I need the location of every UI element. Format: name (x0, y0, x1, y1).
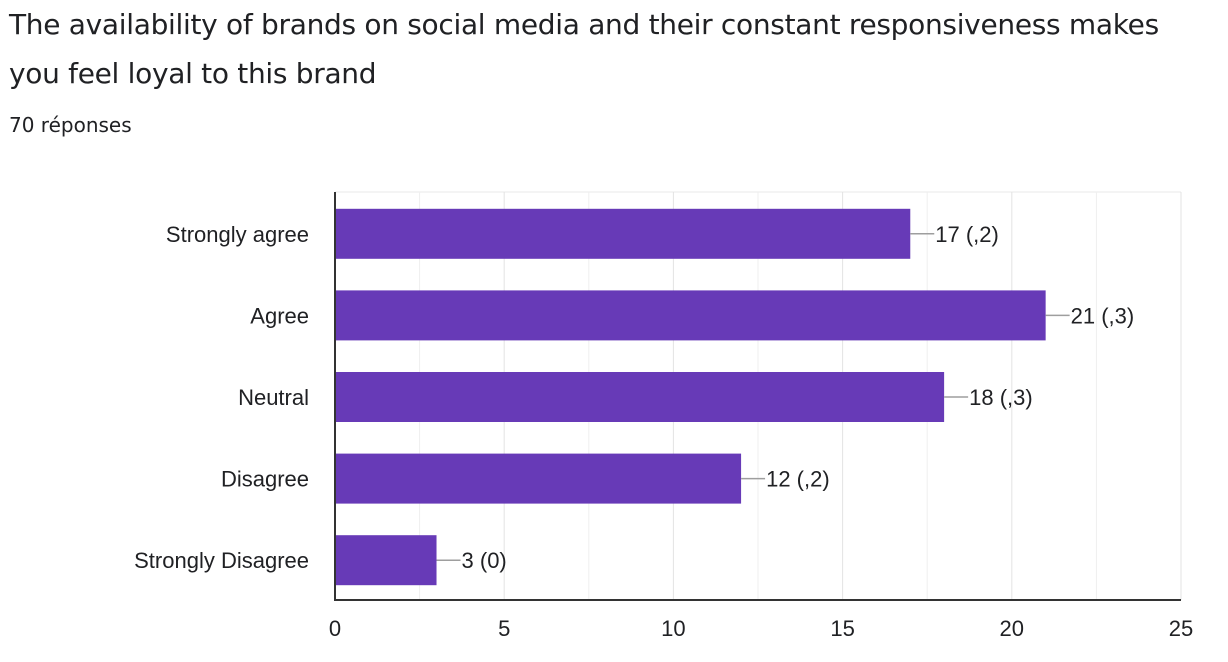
bar (335, 453, 742, 504)
response-count: 70 réponses (9, 113, 132, 137)
x-tick-label: 25 (1169, 616, 1193, 641)
bar (335, 290, 1046, 341)
category-label: Strongly agree (166, 222, 309, 247)
category-label: Disagree (221, 467, 309, 492)
labels: 17 (,2) Strongly agree 21 (,3) Agree 18 (,3)… (134, 222, 1134, 573)
data-label: 21 (,3) (1071, 303, 1135, 328)
data-label: 18 (,3) (969, 385, 1033, 410)
bar (335, 535, 437, 586)
data-label: 3 (0) (462, 548, 507, 573)
x-tick-label: 5 (498, 616, 510, 641)
category-label: Strongly Disagree (134, 548, 309, 573)
bar (335, 208, 911, 259)
category-label: Neutral (238, 385, 309, 410)
data-label: 17 (,2) (935, 222, 999, 247)
x-tick-label: 20 (1000, 616, 1024, 641)
bar (335, 372, 945, 422)
axes: 0 5 10 15 20 25 (329, 192, 1193, 641)
data-label: 12 (,2) (766, 467, 830, 492)
question-title: The availability of brands on social med… (9, 8, 1159, 90)
category-label: Agree (250, 303, 309, 328)
x-tick-label: 15 (830, 616, 854, 641)
x-tick-label: 0 (329, 616, 341, 641)
x-tick-label: 10 (661, 616, 685, 641)
bars (335, 208, 1046, 586)
